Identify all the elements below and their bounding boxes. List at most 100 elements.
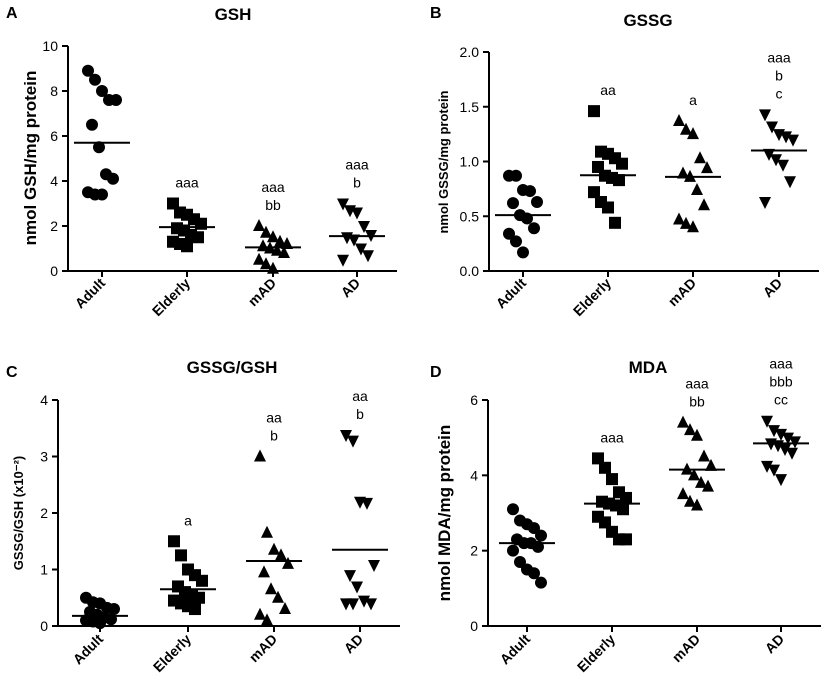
data-point [507, 197, 519, 210]
data-point [777, 159, 789, 172]
data-point [110, 94, 122, 106]
data-point [768, 425, 780, 438]
data-point [677, 487, 689, 500]
x-tick-label-adult: Adult [497, 631, 534, 668]
y-tick-label: 4 [40, 392, 48, 408]
significance-label: aaa [345, 157, 369, 173]
data-point [763, 148, 775, 161]
data-point [361, 497, 373, 510]
panel-c: C GSSG/GSH GSSG/GSH (x10⁻²) 0 1 2 3 4 Adult Elder… [6, 358, 400, 675]
y-tick-label: 2.0 [460, 44, 480, 60]
data-point [609, 216, 621, 229]
data-point [347, 435, 359, 448]
significance-label: b [775, 67, 783, 83]
data-point [775, 474, 787, 487]
data-point [592, 452, 604, 465]
data-point [786, 447, 798, 460]
data-point [340, 430, 352, 443]
data-point [691, 498, 703, 511]
y-tick-label: 2 [470, 543, 478, 559]
data-point [528, 567, 540, 580]
data-point [673, 113, 685, 126]
data-point [588, 186, 600, 199]
significance-label: aaa [175, 175, 199, 191]
x-tick-label-mad: mAD [665, 275, 699, 309]
data-point [368, 559, 380, 572]
data-point [503, 227, 515, 240]
chart-title: GSSG [623, 11, 672, 30]
significance-label: aaa [767, 49, 791, 65]
x-tick-label-ad: AD [761, 631, 787, 657]
data-point [588, 105, 600, 118]
data-point [599, 516, 611, 529]
significance-label: c [776, 85, 783, 101]
data-point [787, 134, 799, 147]
significance-label: b [270, 428, 278, 444]
panel-letter: D [430, 364, 442, 381]
panel-letter: C [6, 364, 18, 381]
data-point [780, 131, 792, 144]
data-point [687, 127, 699, 140]
data-point [535, 576, 547, 589]
data-point [196, 574, 208, 587]
x-tick-label-adult: Adult [72, 275, 109, 312]
data-point [267, 230, 279, 243]
data-point [278, 246, 290, 258]
data-point [275, 548, 287, 561]
y-axis-label: nmol GSSG/mg protein [436, 90, 451, 233]
data-point [680, 216, 692, 229]
data-point [355, 243, 367, 256]
data-point [258, 565, 270, 578]
data-point [86, 118, 98, 131]
data-point [761, 415, 773, 428]
data-point [337, 198, 349, 211]
x-tick-label-mad: mAD [669, 631, 703, 665]
data-point [695, 475, 707, 488]
data-point [260, 225, 272, 238]
x-tick-label-ad: AD [337, 275, 363, 301]
significance-label: b [353, 175, 361, 191]
significance-label: aaa [261, 179, 285, 195]
significance-label: aaa [685, 376, 709, 392]
data-point [260, 257, 272, 270]
data-point [347, 598, 359, 611]
data-point [510, 235, 522, 248]
data-point [602, 201, 614, 214]
y-axis-label: GSSG/GSH (x10⁻²) [11, 456, 26, 571]
data-point [688, 468, 700, 481]
y-tick-label: 0.5 [460, 208, 480, 224]
data-point [108, 603, 120, 616]
y-tick-label: 3 [40, 449, 48, 465]
data-point [616, 157, 628, 170]
significance-label: aaa [769, 356, 793, 372]
data-point [254, 449, 266, 462]
x-tick-label-elderly: Elderly [150, 631, 194, 675]
x-tick-label-mad: mAD [245, 275, 279, 309]
data-point [348, 234, 360, 247]
significance-label: aa [600, 82, 616, 98]
data-point [759, 197, 771, 210]
panel-letter: B [430, 5, 442, 22]
data-point [365, 598, 377, 611]
data-point [89, 73, 101, 86]
data-point [107, 172, 119, 185]
panel-a: A GSH nmol GSH/mg protein 0 2 4 6 8 10 Adult Elder… [6, 5, 397, 319]
y-tick-label: 1.0 [460, 154, 480, 170]
data-point [766, 121, 778, 134]
data-point [344, 570, 356, 583]
y-tick-label: 0 [50, 263, 58, 279]
y-tick-label: 10 [42, 38, 58, 54]
data-point [510, 169, 522, 182]
data-point [535, 529, 547, 542]
x-tick-label-ad: AD [759, 275, 785, 301]
significance-label: bbb [769, 374, 793, 390]
data-point [677, 415, 689, 428]
data-point [192, 231, 204, 244]
data-point [268, 542, 280, 555]
data-point [175, 549, 187, 562]
data-point [265, 582, 277, 595]
data-point [761, 460, 773, 473]
data-point [617, 503, 629, 516]
y-tick-label: 2 [40, 505, 48, 521]
significance-label: b [356, 406, 364, 422]
